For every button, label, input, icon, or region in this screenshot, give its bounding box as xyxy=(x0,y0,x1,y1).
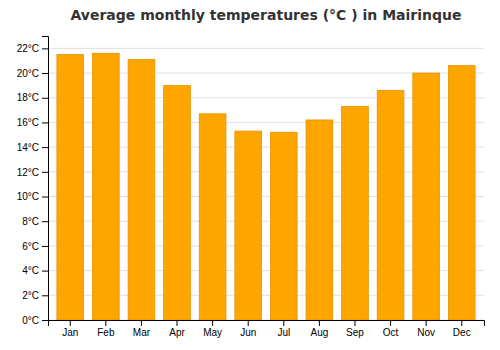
y-tick: 20°C xyxy=(17,68,48,79)
y-tick-mark xyxy=(42,271,48,272)
x-tick: Dec xyxy=(453,320,471,338)
y-tick: 4°C xyxy=(22,265,48,276)
bar xyxy=(128,59,155,320)
grid xyxy=(48,48,484,320)
y-tick-label: 6°C xyxy=(22,241,39,252)
y-tick-label: 20°C xyxy=(17,68,39,79)
x-tick-label: Mar xyxy=(133,327,151,338)
x-tick-mark xyxy=(105,320,106,326)
y-tick: 14°C xyxy=(17,142,48,153)
y-tick: 0°C xyxy=(22,315,48,326)
y-tick: 6°C xyxy=(22,241,48,252)
bar xyxy=(413,73,440,320)
x-tick-mark xyxy=(426,320,427,326)
y-tick-mark xyxy=(42,147,48,148)
x-tick-label: Jul xyxy=(277,327,290,338)
y-tick-label: 18°C xyxy=(17,92,39,103)
x-tick: Oct xyxy=(383,320,399,338)
y-tick-label: 0°C xyxy=(22,315,39,326)
x-tick-label: Dec xyxy=(453,327,471,338)
y-tick-label: 10°C xyxy=(17,191,39,202)
x-tick: Jul xyxy=(277,320,290,338)
x-tick: Aug xyxy=(310,320,328,338)
bar xyxy=(164,85,191,320)
x-tick-mark xyxy=(248,320,249,326)
y-tick-mark xyxy=(42,295,48,296)
x-tick: Feb xyxy=(97,320,115,338)
x-tick: May xyxy=(203,320,222,338)
bar xyxy=(377,90,404,320)
y-tick: 22°C xyxy=(17,43,48,54)
x-tick-label: Jan xyxy=(62,327,78,338)
y-tick-label: 4°C xyxy=(22,265,39,276)
x-tick: Jan xyxy=(62,320,78,338)
x-tick-label: Aug xyxy=(310,327,328,338)
x-tick: Apr xyxy=(169,320,185,338)
chart: 0°C 2°C 4°C 6°C 8°C 10°C 12°C 14°C 16°C 18°C 20°C 2… xyxy=(0,0,500,350)
bar xyxy=(92,53,119,320)
x-tick-label: Oct xyxy=(383,327,399,338)
x-axis-line xyxy=(49,321,485,327)
x-tick-mark xyxy=(390,320,391,326)
x-tick: Nov xyxy=(417,320,435,338)
bar xyxy=(270,132,297,320)
x-tick-label: May xyxy=(203,327,222,338)
bar xyxy=(342,106,369,320)
y-tick-mark xyxy=(42,98,48,99)
y-tick: 16°C xyxy=(17,117,48,128)
y-tick-mark xyxy=(42,246,48,247)
grid-line xyxy=(48,48,484,49)
x-tick: Mar xyxy=(133,320,151,338)
x-tick-label: Feb xyxy=(97,327,115,338)
y-tick-mark xyxy=(42,48,48,49)
y-axis-line xyxy=(42,37,49,321)
y-tick-mark xyxy=(42,221,48,222)
x-tick-label: Sep xyxy=(346,327,364,338)
bar xyxy=(235,131,262,320)
bar xyxy=(199,114,226,320)
bar xyxy=(448,66,475,320)
x-tick-mark xyxy=(283,320,284,326)
x-tick-label: Apr xyxy=(169,327,185,338)
x-tick: Sep xyxy=(346,320,364,338)
bar xyxy=(57,55,84,320)
x-tick-mark xyxy=(461,320,462,326)
y-tick-label: 8°C xyxy=(22,216,39,227)
y-tick-mark xyxy=(42,73,48,74)
bar xyxy=(306,120,333,320)
x-tick-label: Nov xyxy=(417,327,435,338)
x-axis: Jan Feb Mar Apr May Jun Jul Aug Sep Oct Nov Dec xyxy=(49,320,485,338)
x-tick-mark xyxy=(141,320,142,326)
y-tick: 10°C xyxy=(17,191,48,202)
x-tick: Jun xyxy=(240,320,256,338)
y-tick-label: 16°C xyxy=(17,117,39,128)
y-tick-label: 14°C xyxy=(17,142,39,153)
y-tick-mark xyxy=(42,122,48,123)
y-tick-label: 2°C xyxy=(22,290,39,301)
y-axis: 0°C 2°C 4°C 6°C 8°C 10°C 12°C 14°C 16°C 18°C 20°C 2… xyxy=(17,37,49,326)
y-tick-label: 12°C xyxy=(17,167,39,178)
y-tick: 18°C xyxy=(17,92,48,103)
y-tick: 12°C xyxy=(17,167,48,178)
title: Average monthly temperatures (°C ) in Ma… xyxy=(70,7,461,23)
x-tick-mark xyxy=(319,320,320,326)
y-tick: 2°C xyxy=(22,290,48,301)
y-tick-label: 22°C xyxy=(17,43,39,54)
y-tick-mark xyxy=(42,197,48,198)
y-tick-mark xyxy=(42,172,48,173)
y-tick: 8°C xyxy=(22,216,48,227)
y-tick-mark xyxy=(42,320,48,321)
bars xyxy=(57,53,475,320)
x-tick-mark xyxy=(177,320,178,326)
x-tick-mark xyxy=(212,320,213,326)
x-tick-mark xyxy=(70,320,71,326)
x-tick-mark xyxy=(354,320,355,326)
x-tick-label: Jun xyxy=(240,327,256,338)
